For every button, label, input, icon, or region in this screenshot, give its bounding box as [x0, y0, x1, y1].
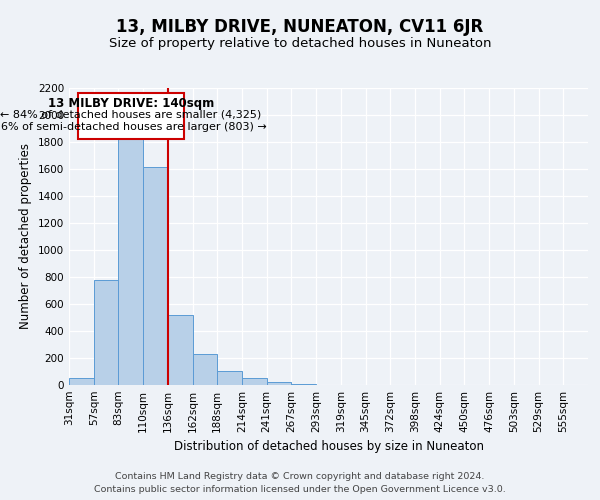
Bar [168, 316, 193, 385]
Text: 16% of semi-detached houses are larger (803) →: 16% of semi-detached houses are larger (… [0, 122, 267, 132]
Text: Contains HM Land Registry data © Crown copyright and database right 2024.: Contains HM Land Registry data © Crown c… [115, 472, 485, 481]
Bar [217, 371, 242, 385]
Bar [143, 168, 168, 385]
Bar [118, 138, 143, 385]
Bar [94, 280, 118, 385]
X-axis label: Distribution of detached houses by size in Nuneaton: Distribution of detached houses by size … [173, 440, 484, 454]
Text: 13 MILBY DRIVE: 140sqm: 13 MILBY DRIVE: 140sqm [47, 97, 214, 110]
Text: 13, MILBY DRIVE, NUNEATON, CV11 6JR: 13, MILBY DRIVE, NUNEATON, CV11 6JR [116, 18, 484, 36]
Y-axis label: Number of detached properties: Number of detached properties [19, 143, 32, 329]
Text: Contains public sector information licensed under the Open Government Licence v3: Contains public sector information licen… [94, 485, 506, 494]
Bar [292, 384, 316, 385]
Bar [193, 354, 217, 385]
Bar [267, 382, 292, 385]
Bar [242, 378, 267, 385]
FancyBboxPatch shape [77, 93, 184, 139]
Text: ← 84% of detached houses are smaller (4,325): ← 84% of detached houses are smaller (4,… [0, 109, 262, 119]
Bar [69, 378, 94, 385]
Text: Size of property relative to detached houses in Nuneaton: Size of property relative to detached ho… [109, 38, 491, 51]
